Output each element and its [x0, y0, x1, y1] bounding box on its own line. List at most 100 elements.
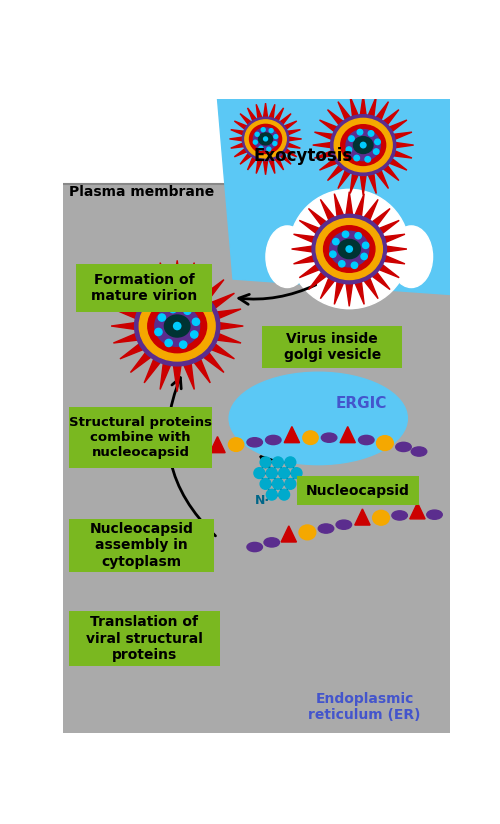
Ellipse shape — [322, 433, 337, 442]
Polygon shape — [371, 208, 390, 227]
Ellipse shape — [140, 291, 215, 361]
Ellipse shape — [312, 214, 386, 283]
Polygon shape — [281, 526, 296, 542]
Polygon shape — [300, 220, 322, 235]
Polygon shape — [346, 192, 352, 215]
Polygon shape — [338, 170, 351, 189]
Polygon shape — [274, 108, 283, 122]
Circle shape — [274, 134, 278, 138]
Ellipse shape — [390, 226, 432, 288]
Ellipse shape — [299, 525, 316, 540]
Circle shape — [272, 457, 283, 468]
Polygon shape — [238, 583, 450, 613]
Ellipse shape — [354, 137, 373, 153]
Polygon shape — [382, 110, 399, 126]
Polygon shape — [269, 105, 275, 119]
Polygon shape — [160, 263, 171, 289]
Polygon shape — [114, 309, 140, 320]
Polygon shape — [230, 143, 246, 148]
Polygon shape — [184, 363, 194, 390]
Circle shape — [254, 140, 258, 144]
Polygon shape — [382, 164, 399, 180]
Polygon shape — [194, 358, 210, 383]
Bar — [62, 99, 450, 184]
Text: Nucleocapsid: Nucleocapsid — [306, 484, 410, 498]
Ellipse shape — [148, 299, 206, 353]
Ellipse shape — [346, 129, 380, 161]
Polygon shape — [214, 332, 241, 343]
Ellipse shape — [330, 232, 369, 267]
Polygon shape — [334, 194, 344, 217]
Ellipse shape — [134, 286, 220, 366]
Polygon shape — [328, 164, 344, 180]
FancyBboxPatch shape — [68, 611, 220, 667]
Ellipse shape — [330, 115, 396, 176]
Text: Exocytosis: Exocytosis — [253, 147, 352, 165]
Polygon shape — [216, 322, 244, 330]
Circle shape — [346, 147, 352, 152]
Polygon shape — [346, 283, 352, 307]
Polygon shape — [130, 279, 152, 302]
Polygon shape — [384, 246, 407, 252]
Ellipse shape — [336, 520, 351, 529]
Polygon shape — [320, 157, 338, 170]
Circle shape — [255, 133, 259, 136]
Circle shape — [254, 468, 265, 479]
Ellipse shape — [229, 372, 408, 465]
Polygon shape — [371, 271, 390, 289]
Ellipse shape — [324, 226, 375, 272]
Circle shape — [158, 314, 166, 321]
Circle shape — [170, 306, 176, 312]
Circle shape — [261, 128, 265, 132]
Text: Translation of
viral structural
proteins: Translation of viral structural proteins — [86, 616, 202, 662]
Polygon shape — [256, 159, 262, 174]
Ellipse shape — [250, 124, 282, 153]
FancyBboxPatch shape — [76, 265, 212, 312]
Polygon shape — [218, 99, 450, 294]
Polygon shape — [320, 199, 335, 222]
Polygon shape — [320, 277, 335, 298]
Polygon shape — [174, 260, 181, 287]
Circle shape — [267, 147, 271, 151]
Circle shape — [285, 479, 296, 489]
Polygon shape — [388, 120, 407, 133]
Circle shape — [278, 468, 289, 479]
Polygon shape — [238, 652, 450, 682]
Polygon shape — [392, 132, 412, 140]
Polygon shape — [300, 263, 322, 278]
Circle shape — [357, 129, 362, 135]
Ellipse shape — [242, 117, 289, 161]
Polygon shape — [355, 194, 364, 217]
Text: Endoplasmic
reticulum (ER): Endoplasmic reticulum (ER) — [308, 692, 421, 723]
Text: Virus inside
golgi vesicle: Virus inside golgi vesicle — [284, 332, 381, 363]
Circle shape — [259, 146, 263, 150]
Circle shape — [346, 246, 352, 252]
Polygon shape — [364, 199, 378, 222]
Polygon shape — [284, 427, 300, 442]
Polygon shape — [269, 159, 275, 174]
Polygon shape — [286, 129, 300, 135]
Ellipse shape — [303, 431, 318, 444]
Ellipse shape — [175, 455, 190, 464]
Polygon shape — [328, 110, 344, 126]
FancyBboxPatch shape — [68, 518, 214, 573]
Ellipse shape — [266, 226, 308, 288]
Polygon shape — [294, 234, 317, 243]
Polygon shape — [382, 255, 405, 264]
Ellipse shape — [266, 435, 281, 445]
Polygon shape — [234, 121, 248, 130]
Polygon shape — [240, 114, 252, 125]
Circle shape — [338, 260, 345, 267]
Polygon shape — [130, 351, 152, 372]
Circle shape — [354, 155, 360, 161]
Polygon shape — [240, 152, 252, 164]
Ellipse shape — [258, 133, 272, 145]
Polygon shape — [238, 617, 450, 649]
Polygon shape — [230, 137, 244, 141]
Circle shape — [348, 136, 354, 142]
Polygon shape — [320, 120, 338, 133]
Circle shape — [266, 468, 277, 479]
Text: Structural proteins
combine with
nucleocapsid: Structural proteins combine with nucleoc… — [69, 416, 212, 459]
Polygon shape — [376, 170, 388, 189]
Polygon shape — [286, 143, 300, 148]
